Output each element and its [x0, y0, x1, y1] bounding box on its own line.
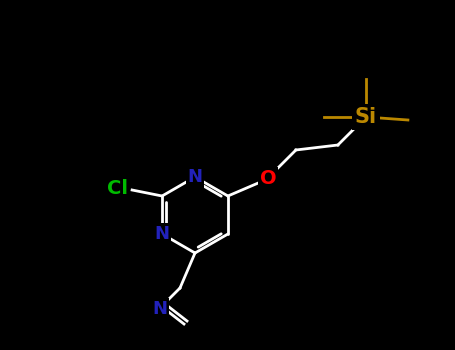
Text: N: N — [187, 168, 202, 186]
Text: N: N — [152, 300, 167, 318]
Text: Cl: Cl — [107, 178, 128, 197]
Text: O: O — [260, 168, 276, 188]
Text: Si: Si — [355, 107, 377, 127]
Text: N: N — [155, 225, 170, 243]
